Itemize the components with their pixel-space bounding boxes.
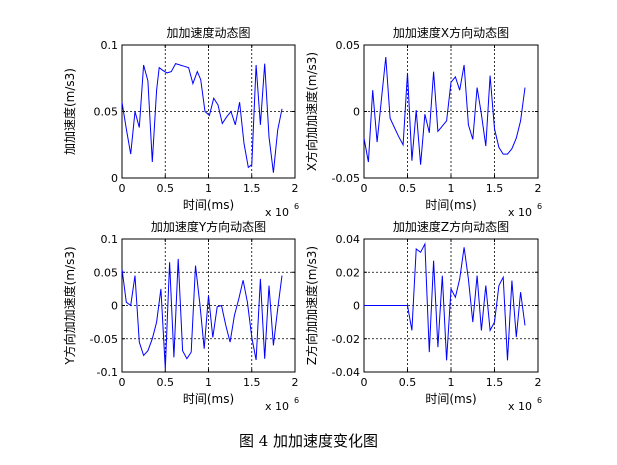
y-axis-label: Y方向加加速度(m/s3) (62, 246, 77, 365)
x-tick-label: 1.5 (243, 376, 261, 389)
y-tick-label: 0.05 (94, 266, 119, 279)
x-exponent-label: x 10 (508, 400, 532, 413)
x-tick-label: 2 (292, 182, 299, 195)
y-tick-label: 0.05 (336, 39, 361, 52)
y-tick-label: 0.05 (94, 106, 119, 119)
y-axis-label: 加加速度(m/s3) (62, 68, 77, 155)
y-tick-label: -0.04 (332, 366, 360, 379)
series-line (121, 258, 283, 369)
series-line (121, 62, 283, 173)
chart-title: 加加速度动态图 (166, 25, 250, 40)
x-tick-label: 1 (448, 376, 455, 389)
y-tick-label: 0 (111, 172, 118, 185)
x-exponent-power: 6 (294, 202, 299, 211)
y-axis-label: Z方向加加速度(m/s3) (304, 246, 319, 365)
y-tick-label: -0.05 (332, 172, 360, 185)
x-tick-label: 1.5 (243, 182, 261, 195)
x-axis-label: 时间(ms) (183, 392, 234, 406)
x-tick-label: 2 (535, 376, 542, 389)
x-tick-label: 0.5 (399, 376, 417, 389)
y-tick-label: 0 (353, 300, 360, 313)
chart-title: 加加速度Z方向动态图 (393, 219, 509, 234)
y-tick-label: -0.02 (332, 333, 360, 346)
chart-panel-3: 0 0.5 1 1.5 2 -0.1 -0.05 0 0.05 0.1 加加速度Y方向动态图时间(m… (62, 219, 299, 413)
y-axis-label: X方向加加速度(m/s3) (304, 52, 319, 171)
x-tick-label: 1 (205, 376, 212, 389)
x-tick-label: 2 (292, 376, 299, 389)
y-tick-label: 0.1 (101, 233, 119, 246)
x-tick-label: 1.5 (486, 376, 504, 389)
x-exponent-power: 6 (294, 396, 299, 405)
y-tick-label: 0.04 (336, 233, 361, 246)
x-tick-label: 0 (361, 182, 368, 195)
y-tick-label: 0.02 (336, 266, 361, 279)
y-tick-label: 0 (111, 300, 118, 313)
y-tick-label: -0.05 (90, 333, 118, 346)
chart-title: 加加速度X方向动态图 (393, 25, 509, 40)
x-tick-label: 0 (119, 376, 126, 389)
x-exponent-label: x 10 (265, 206, 289, 219)
chart-title: 加加速度Y方向动态图 (151, 219, 266, 234)
x-axis-label: 时间(ms) (183, 198, 234, 212)
x-tick-label: 0 (119, 182, 126, 195)
x-tick-label: 0.5 (157, 376, 175, 389)
x-tick-label: 0.5 (157, 182, 175, 195)
x-exponent-power: 6 (537, 396, 542, 405)
y-tick-label: -0.1 (97, 366, 118, 379)
x-exponent-label: x 10 (265, 400, 289, 413)
x-exponent-power: 6 (537, 202, 542, 211)
x-tick-label: 0.5 (399, 182, 417, 195)
x-tick-label: 2 (535, 182, 542, 195)
series-line (363, 56, 526, 165)
chart-panel-4: 0 0.5 1 1.5 2 -0.04 -0.02 0 0.02 0.04 加加速度Z方向动态图时间… (304, 219, 542, 413)
x-axis-label: 时间(ms) (425, 198, 476, 212)
y-tick-label: 0.1 (101, 39, 119, 52)
x-tick-label: 1 (448, 182, 455, 195)
x-tick-label: 0 (361, 376, 368, 389)
series-line (364, 242, 526, 361)
figure-caption: 图 4 加加速度变化图 (238, 432, 379, 450)
x-tick-label: 1.5 (486, 182, 504, 195)
x-tick-label: 1 (205, 182, 212, 195)
y-tick-label: 0 (353, 106, 360, 119)
x-axis-label: 时间(ms) (425, 392, 476, 406)
x-exponent-label: x 10 (508, 206, 532, 219)
